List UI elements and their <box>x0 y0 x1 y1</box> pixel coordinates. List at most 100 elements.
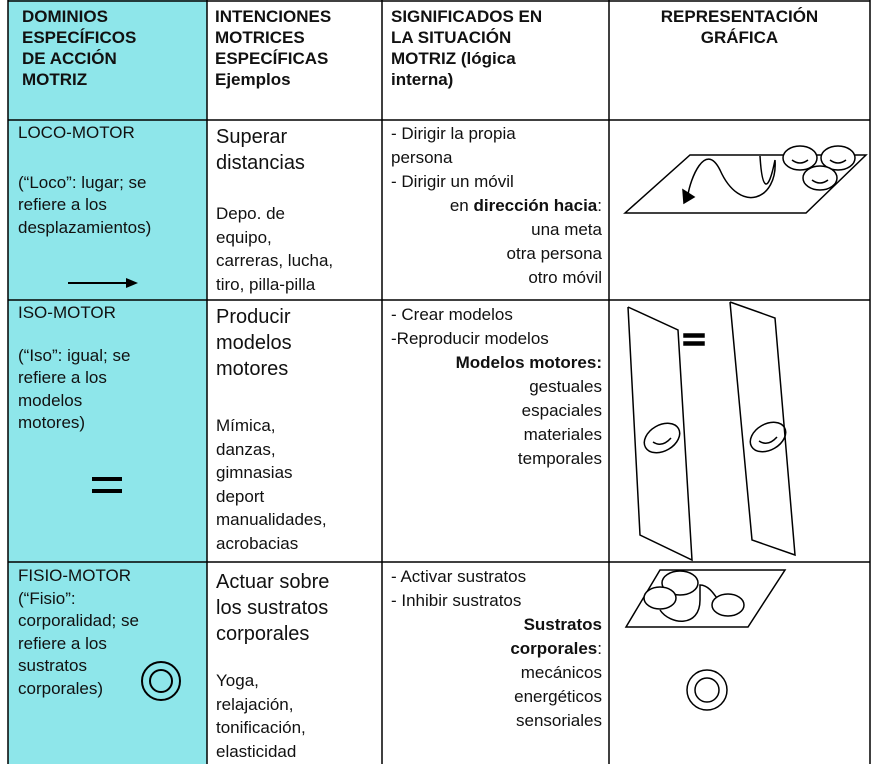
domain-cell: LOCO-MOTOR (“Loco”: lugar; se refiere a … <box>18 122 151 239</box>
meaning-line: otra persona <box>506 244 602 263</box>
domain-description: (“Iso”: igual; se <box>18 345 131 365</box>
domain-description: (“Fisio”: <box>18 588 76 608</box>
domain-description: corporales) <box>18 678 104 698</box>
intention-example: danzas, <box>216 439 276 459</box>
meaning-text: en <box>449 196 474 215</box>
header-cell: INTENCIONES MOTRICES ESPECÍFICAS Ejemplo… <box>215 6 331 90</box>
meaning-line: temporales <box>517 449 602 468</box>
domain-description: desplazamientos) <box>18 217 152 237</box>
intention-example: elasticidad <box>216 741 297 761</box>
meaning-line: - Dirigir un móvil <box>391 172 514 191</box>
meaning-cell: - Dirigir la propia persona - Dirigir un… <box>391 122 602 290</box>
intention-cell: Superar distancias Depo. de equipo, carr… <box>216 124 333 296</box>
header-line: DOMINIOS <box>22 7 108 26</box>
meaning-line: gestuales <box>529 377 602 396</box>
header-line: Ejemplos <box>215 70 291 89</box>
domain-description: refiere a los <box>18 195 107 214</box>
intention-example: equipo, <box>216 227 272 247</box>
equals-symbol <box>92 477 122 493</box>
intention-example: relajación, <box>216 694 294 714</box>
meaning-text: : <box>597 639 602 658</box>
intention-example: acrobacias <box>216 533 299 553</box>
header-line: REPRESENTACIÓN <box>660 7 819 26</box>
intention-title: Producir <box>216 306 291 328</box>
intention-cell: Actuar sobre los sustratos corporales Yo… <box>216 569 329 763</box>
fisio-drawing <box>624 569 787 711</box>
domain-description: refiere a los <box>18 368 107 387</box>
meaning-cell: - Crear modelos -Reproducir modelos Mode… <box>391 303 602 471</box>
intention-title: motores <box>216 358 289 380</box>
domain-description: corporalidad; se <box>18 611 139 630</box>
intention-example: Depo. de <box>216 204 285 223</box>
header-line: SIGNIFICADOS EN <box>391 7 543 26</box>
meaning-line: espaciales <box>521 401 602 420</box>
iso-drawing <box>627 301 796 562</box>
meaning-line: - Inhibir sustratos <box>391 591 522 610</box>
intention-example: tiro, pilla-pilla <box>216 274 316 294</box>
domain-name: LOCO-MOTOR <box>18 123 135 142</box>
meaning-line: materiales <box>523 425 602 444</box>
meaning-line: - Activar sustratos <box>391 567 527 586</box>
intention-example: Mímica, <box>216 416 276 435</box>
intention-title: Superar <box>216 126 288 148</box>
intention-example: Yoga, <box>216 671 259 690</box>
domain-description: (“Loco”: lugar; se <box>18 172 147 192</box>
meaning-line: - Crear modelos <box>391 305 513 324</box>
domain-cell: ISO-MOTOR (“Iso”: igual; se refiere a lo… <box>18 302 130 435</box>
domain-name: FISIO-MOTOR <box>18 566 132 585</box>
meaning-line: otro móvil <box>528 268 602 287</box>
header-line: MOTRICES <box>215 28 305 47</box>
meaning-line: sensoriales <box>516 711 602 730</box>
intention-title: modelos <box>216 332 292 354</box>
meaning-line: mecánicos <box>520 663 602 682</box>
header-line: DE ACCIÓN <box>22 49 117 68</box>
meaning-emphasis: Sustratos <box>523 615 602 634</box>
arrow-symbol <box>68 278 138 288</box>
header-line: INTENCIONES <box>215 7 332 26</box>
intention-title: los sustratos <box>216 597 329 619</box>
domain-description: refiere a los <box>18 633 107 653</box>
loco-drawing <box>623 145 868 214</box>
domain-name: ISO-MOTOR <box>18 303 116 322</box>
intention-example: carreras, lucha, <box>216 251 334 270</box>
domain-description: motores) <box>18 413 86 432</box>
intention-title: distancias <box>216 152 305 174</box>
meaning-line: corporales: <box>391 637 602 661</box>
domain-column-fill <box>8 0 207 764</box>
meaning-line: una meta <box>531 220 602 239</box>
domain-description: sustratos <box>18 656 87 675</box>
meaning-emphasis: dirección hacia <box>473 196 598 215</box>
meaning-line: en dirección hacia: <box>391 194 602 218</box>
intention-title: Actuar sobre <box>216 571 330 593</box>
header-cell: SIGNIFICADOS EN LA SITUACIÓN MOTRIZ (lóg… <box>391 6 542 90</box>
domain-description: modelos <box>18 390 83 410</box>
meaning-line: energéticos <box>514 687 602 706</box>
header-line: ESPECÍFICOS <box>22 28 137 47</box>
meaning-text: : <box>597 196 602 215</box>
intention-title: corporales <box>216 623 310 645</box>
intention-example: gimnasias <box>216 463 293 482</box>
meaning-cell: - Activar sustratos - Inhibir sustratos … <box>391 565 602 733</box>
table-borders <box>7 0 871 764</box>
meaning-emphasis: corporales <box>510 639 598 658</box>
intention-cell: Producir modelos motores Mímica, danzas,… <box>216 304 327 555</box>
domain-cell: FISIO-MOTOR (“Fisio”: corporalidad; se r… <box>18 565 139 700</box>
meaning-line: -Reproducir modelos <box>391 329 549 348</box>
header-line: MOTRIZ <box>22 70 88 89</box>
header-line: GRÁFICA <box>700 28 779 47</box>
intention-example: manualidades, <box>216 510 327 529</box>
header-line: ESPECÍFICAS <box>215 49 329 68</box>
header-cell: REPRESENTACIÓN GRÁFICA <box>609 6 870 48</box>
ring-symbol <box>141 661 181 701</box>
meaning-line: - Dirigir la propia <box>391 124 516 143</box>
meaning-emphasis: Modelos motores: <box>455 353 602 372</box>
header-line: LA SITUACIÓN <box>391 28 512 47</box>
intention-example: deport <box>216 486 265 506</box>
header-line: interna) <box>391 70 454 89</box>
header-cell: DOMINIOS ESPECÍFICOS DE ACCIÓN MOTRIZ <box>22 6 136 90</box>
meaning-line: persona <box>391 148 453 167</box>
header-line: MOTRIZ (lógica <box>391 49 516 68</box>
intention-example: tonificación, <box>216 718 306 737</box>
